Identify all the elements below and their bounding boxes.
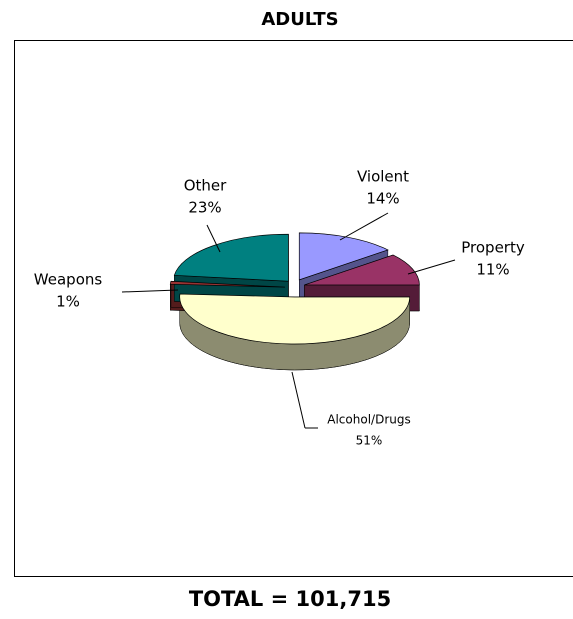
slice-value-label: 51% — [356, 434, 383, 448]
slice — [174, 234, 288, 281]
chart-title: ADULTS — [261, 9, 338, 30]
slice-value-label: 14% — [366, 190, 399, 208]
slice-label: Violent — [357, 168, 409, 186]
total-label: TOTAL = 101,715 — [189, 587, 391, 611]
slice-value-label: 23% — [188, 199, 221, 217]
leader-line — [292, 372, 305, 428]
slice-label: Other — [184, 177, 227, 195]
slice-label: Weapons — [34, 271, 103, 289]
leader-line — [408, 260, 455, 274]
leader-line — [122, 290, 178, 292]
slice-value-label: 11% — [476, 261, 509, 279]
slice-value-label: 1% — [56, 293, 80, 311]
slice-label: Property — [461, 239, 525, 257]
slice-label: Alcohol/Drugs — [327, 413, 410, 427]
leader-line — [340, 213, 388, 240]
